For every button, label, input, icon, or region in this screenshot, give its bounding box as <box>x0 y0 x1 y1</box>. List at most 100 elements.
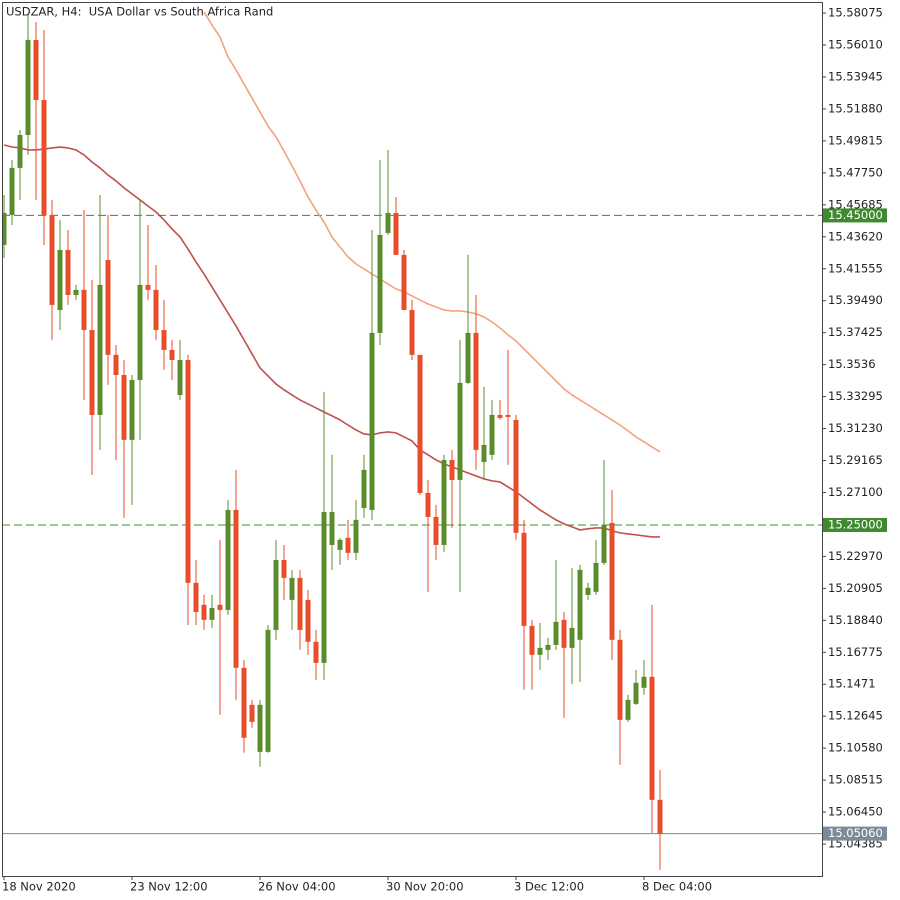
x-tick-label: 3 Dec 12:00 <box>514 880 584 894</box>
candle-body <box>513 419 519 533</box>
x-tick-label: 23 Nov 12:00 <box>130 880 208 894</box>
candle-body <box>41 99 47 215</box>
candle-body <box>657 799 663 834</box>
y-tick-label: 15.08515 <box>828 773 883 787</box>
candle-body <box>217 604 223 610</box>
candle-body <box>321 511 327 663</box>
x-tick-label: 26 Nov 04:00 <box>258 880 336 894</box>
candle-body <box>521 532 527 626</box>
candle-body <box>617 639 623 720</box>
moving-average <box>3 144 660 538</box>
y-tick-label: 15.47750 <box>828 165 883 179</box>
candle-body <box>65 249 71 295</box>
candle-body <box>337 539 343 550</box>
y-tick-label: 15.53945 <box>828 69 883 83</box>
candle-body <box>361 469 367 508</box>
candle-body <box>105 260 111 355</box>
candle-body <box>273 559 279 630</box>
candle-body <box>441 459 447 545</box>
candle-body <box>17 134 23 168</box>
candle-body <box>153 289 159 330</box>
candle-body <box>209 607 215 620</box>
y-tick-label: 15.51880 <box>828 101 883 115</box>
candle-body <box>529 625 535 655</box>
candle-body <box>377 234 383 333</box>
candle-body <box>73 289 79 295</box>
y-tick-label: 15.56010 <box>828 38 883 52</box>
y-tick-label: 15.27100 <box>828 485 883 499</box>
moving-average <box>203 11 661 453</box>
candle-body <box>369 332 375 510</box>
candle-body <box>473 332 479 450</box>
candle-body <box>641 676 647 688</box>
candle-body <box>601 524 607 563</box>
candle-body <box>257 704 263 752</box>
candle-body <box>289 577 295 600</box>
candle-body <box>25 39 31 135</box>
candle-body <box>265 629 271 752</box>
candle-body <box>489 414 495 455</box>
candle-body <box>633 682 639 704</box>
candle-body <box>409 309 415 355</box>
candle-body <box>57 249 63 310</box>
candle-body <box>329 511 335 545</box>
candle-body <box>593 562 599 592</box>
level-tag <box>823 517 887 532</box>
candle-body <box>177 359 183 395</box>
candle-body <box>433 516 439 545</box>
candle-body <box>161 329 167 350</box>
y-tick-label: 15.16775 <box>828 645 883 659</box>
candle-body <box>241 667 247 738</box>
candle-body <box>481 444 487 462</box>
candle-body <box>585 587 591 595</box>
y-tick-label: 15.22970 <box>828 549 883 563</box>
y-tick-label: 15.49815 <box>828 133 883 147</box>
candle-body <box>33 39 39 100</box>
candle-body <box>465 332 471 383</box>
candle-body <box>569 627 575 648</box>
candle-body <box>505 414 511 417</box>
level-label: 15.25000 <box>828 517 883 531</box>
candle-body <box>193 582 199 612</box>
y-tick-label: 15.3536 <box>828 357 876 371</box>
candle-body <box>561 619 567 648</box>
candle-body <box>417 354 423 493</box>
candle-body <box>9 167 15 215</box>
y-tick-label: 15.33295 <box>828 389 883 403</box>
candle-body <box>577 569 583 640</box>
candle-body <box>185 359 191 583</box>
candle-body <box>137 284 143 380</box>
x-tick-label: 18 Nov 2020 <box>2 880 76 894</box>
candle-body <box>3 212 7 245</box>
candle-body <box>113 354 119 376</box>
candle-body <box>89 329 95 415</box>
y-tick-label: 15.43620 <box>828 229 883 243</box>
candle-body <box>97 284 103 415</box>
candle-body <box>537 647 543 655</box>
candle-body <box>249 704 255 722</box>
y-tick-label: 15.18840 <box>828 613 883 627</box>
candle-body <box>425 492 431 517</box>
candle-body <box>145 284 151 290</box>
candle-body <box>553 621 559 645</box>
x-tick-label: 8 Dec 04:00 <box>642 880 712 894</box>
candle-body <box>81 289 87 330</box>
candle-body <box>169 349 175 360</box>
level-tag <box>823 208 887 223</box>
price-tag <box>823 826 887 841</box>
candle-body <box>201 604 207 620</box>
candle-body <box>233 509 239 668</box>
level-label: 15.45000 <box>828 208 883 222</box>
y-tick-label: 15.37425 <box>828 325 883 339</box>
candle-body <box>457 382 463 480</box>
y-tick-label: 15.41555 <box>828 261 883 275</box>
plot-frame <box>2 2 823 877</box>
candle-body <box>281 559 287 578</box>
plot-area <box>3 11 822 870</box>
y-tick-label: 15.39490 <box>828 293 883 307</box>
y-tick-label: 15.06450 <box>828 805 883 819</box>
chart-title: USDZAR, H4: USA Dollar vs South Africa R… <box>6 5 273 19</box>
candle-body <box>121 375 127 440</box>
